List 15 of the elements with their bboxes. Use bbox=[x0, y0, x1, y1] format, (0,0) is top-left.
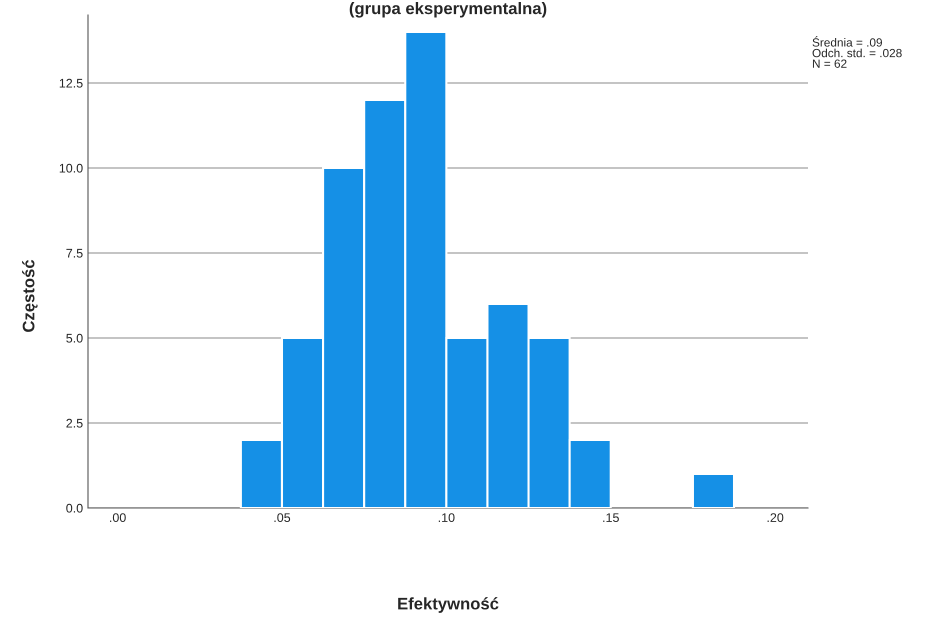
y-tick-label: 0.0 bbox=[66, 504, 83, 513]
x-tick-label: .15 bbox=[603, 513, 619, 522]
x-axis-title: Efektywność bbox=[398, 597, 498, 613]
x-tick-label: .00 bbox=[110, 513, 126, 522]
x-tick-label: .10 bbox=[438, 513, 455, 522]
x-tick-label: .05 bbox=[274, 513, 290, 522]
x-tick-label: .20 bbox=[768, 513, 784, 522]
y-axis-title: Częstość bbox=[22, 260, 38, 332]
y-tick-label: 12.5 bbox=[60, 78, 83, 88]
text: Średnia = .09 Odch. std. = .028 N = 62 bbox=[812, 36, 902, 68]
y-tick-label: 2.5 bbox=[66, 418, 83, 428]
y-tick-label: 10.0 bbox=[60, 164, 83, 173]
y-tick-label: 5.0 bbox=[66, 334, 83, 343]
chart-title: (grupa eksperymentalna) bbox=[350, 2, 546, 18]
y-tick-label: 7.5 bbox=[66, 248, 83, 258]
